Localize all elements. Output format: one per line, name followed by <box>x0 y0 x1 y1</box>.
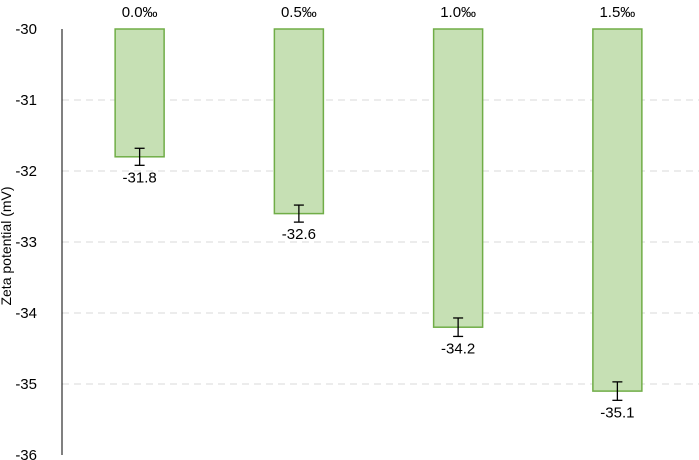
error-bar <box>453 317 464 338</box>
y-tick-label: -35 <box>15 376 37 393</box>
data-labels: -31.8 -32.6 -34.2 -35.1 <box>123 169 635 421</box>
bars <box>114 28 643 392</box>
error-bar <box>134 147 145 166</box>
y-tick-label: -31 <box>15 92 37 109</box>
category-label: 1.0‰ <box>440 4 476 21</box>
y-tick-label: -36 <box>15 447 37 460</box>
y-tick-label: -32 <box>15 163 37 180</box>
error-bar <box>612 381 623 401</box>
y-tick-label: -34 <box>15 305 37 322</box>
bar <box>592 28 643 392</box>
bar <box>273 28 325 215</box>
category-labels: 0.0‰ 0.5‰ 1.0‰ 1.5‰ <box>122 4 636 21</box>
category-label: 0.0‰ <box>122 4 158 21</box>
y-axis-title: Zeta potential (mV) <box>0 186 14 305</box>
y-tick-label: -30 <box>15 21 37 38</box>
data-label: -31.8 <box>123 169 157 186</box>
data-label: -35.1 <box>600 404 634 421</box>
y-tick-labels: -30 -31 -32 -33 -34 -35 -36 <box>15 21 37 460</box>
error-bar <box>293 204 304 223</box>
error-bars <box>134 147 623 401</box>
data-label: -34.2 <box>441 340 475 357</box>
category-label: 1.5‰ <box>599 4 635 21</box>
data-label: -32.6 <box>282 226 316 243</box>
category-label: 0.5‰ <box>281 4 317 21</box>
bar <box>114 28 165 158</box>
bar <box>432 28 484 328</box>
y-tick-label: -33 <box>15 234 37 251</box>
